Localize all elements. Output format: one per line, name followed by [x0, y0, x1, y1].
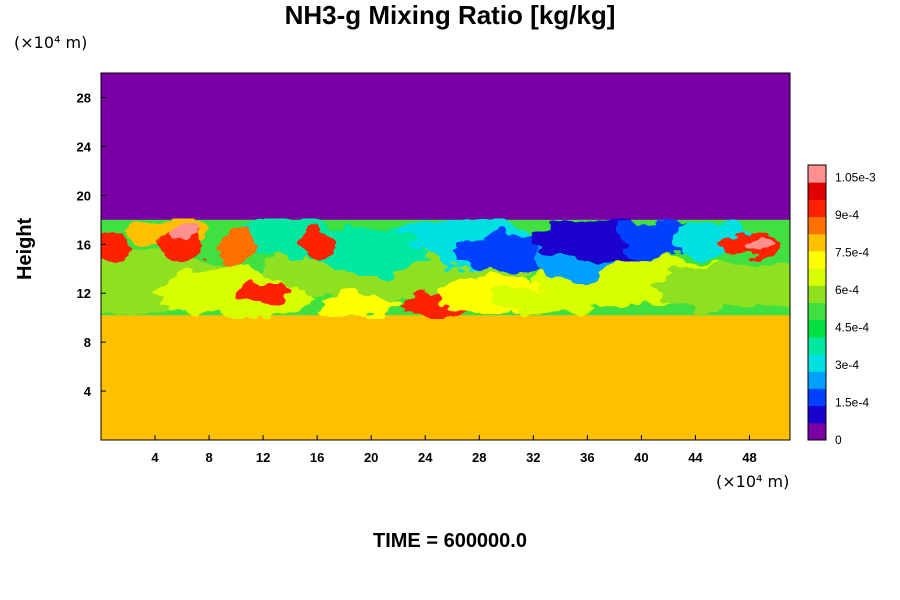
structure-18 [303, 229, 331, 255]
x-tick-label: 20 [364, 450, 378, 465]
y-tick-label: 8 [84, 335, 91, 350]
structure-23 [742, 238, 770, 251]
structure-15 [101, 232, 131, 262]
structure-16 [161, 229, 203, 259]
colorbar-swatch [808, 199, 826, 218]
colorbar-swatch [808, 165, 826, 183]
colorbar-swatch [808, 285, 826, 303]
turbulent-structures [101, 218, 790, 319]
colorbar-swatch [808, 233, 826, 252]
y-tick-label: 28 [77, 90, 91, 105]
colorbar-tick-label: 9e-4 [835, 208, 859, 222]
colorbar-swatch [808, 405, 826, 424]
x-tick-label: 8 [205, 450, 212, 465]
x-axis: 4 8 12 16 20 24 28 32 36 40 44 48 [151, 435, 757, 465]
structure-6 [317, 225, 426, 275]
colorbar-tick-label: 0 [835, 433, 842, 447]
time-label: TIME = 600000.0 [373, 530, 527, 552]
colorbar-tick-label: 6e-4 [835, 283, 859, 297]
y-tick-label: 20 [77, 188, 91, 203]
colorbar-swatch [808, 336, 826, 355]
colorbar: 0 1.5e-4 3e-4 4.5e-4 6e-4 7.5e-4 9e-4 1.05e-3 [807, 164, 876, 447]
structure-25 [317, 293, 399, 318]
layer-surface [101, 315, 790, 440]
y-tick-label: 16 [77, 237, 91, 252]
x-tick-label: 36 [580, 450, 594, 465]
plot-frame [100, 72, 791, 441]
y-tick-label: 12 [77, 286, 91, 301]
colorbar-swatch [808, 268, 826, 286]
x-tick-label: 12 [256, 450, 270, 465]
colorbar-tick-label: 1.05e-3 [835, 171, 876, 185]
structure-22 [168, 225, 196, 239]
colorbar-swatch [808, 422, 826, 441]
y-tick-label: 4 [84, 384, 92, 399]
colorbar-swatch [808, 388, 826, 407]
colorbar-swatch [808, 319, 826, 338]
colorbar-swatch [808, 302, 826, 321]
y-axis-unit: (×10⁴ m) [14, 33, 88, 52]
chart-title: NH3-g Mixing Ratio [kg/kg] [284, 0, 616, 30]
x-tick-label: 28 [472, 450, 486, 465]
colorbar-tick-label: 3e-4 [835, 358, 859, 372]
x-tick-label: 44 [688, 450, 703, 465]
structure-4 [654, 262, 790, 312]
colorbar-swatch [808, 371, 826, 389]
colorbar-swatch [808, 182, 826, 200]
structure-17 [215, 232, 257, 269]
x-tick-label: 24 [418, 450, 433, 465]
structure-19 [233, 283, 293, 303]
structure-26 [492, 287, 601, 312]
colorbar-tick-label: 4.5e-4 [835, 321, 869, 335]
colorbar-tick-label: 7.5e-4 [835, 246, 869, 260]
x-tick-label: 16 [310, 450, 324, 465]
x-tick-label: 40 [634, 450, 648, 465]
colorbar-swatch [808, 216, 826, 235]
x-axis-unit: (×10⁴ m) [716, 472, 790, 491]
x-tick-label: 32 [526, 450, 540, 465]
heatmap-field [101, 73, 790, 440]
colorbar-frame [807, 164, 827, 441]
colorbar-swatch [808, 250, 826, 269]
y-tick-label: 24 [77, 139, 92, 154]
y-axis: 4 8 12 16 20 24 28 [77, 90, 106, 399]
x-tick-label: 4 [151, 450, 159, 465]
structure-13 [398, 219, 480, 245]
x-tick-label: 48 [742, 450, 756, 465]
colorbar-tick-label: 1.5e-4 [835, 396, 869, 410]
colorbar-swatch [808, 354, 826, 372]
